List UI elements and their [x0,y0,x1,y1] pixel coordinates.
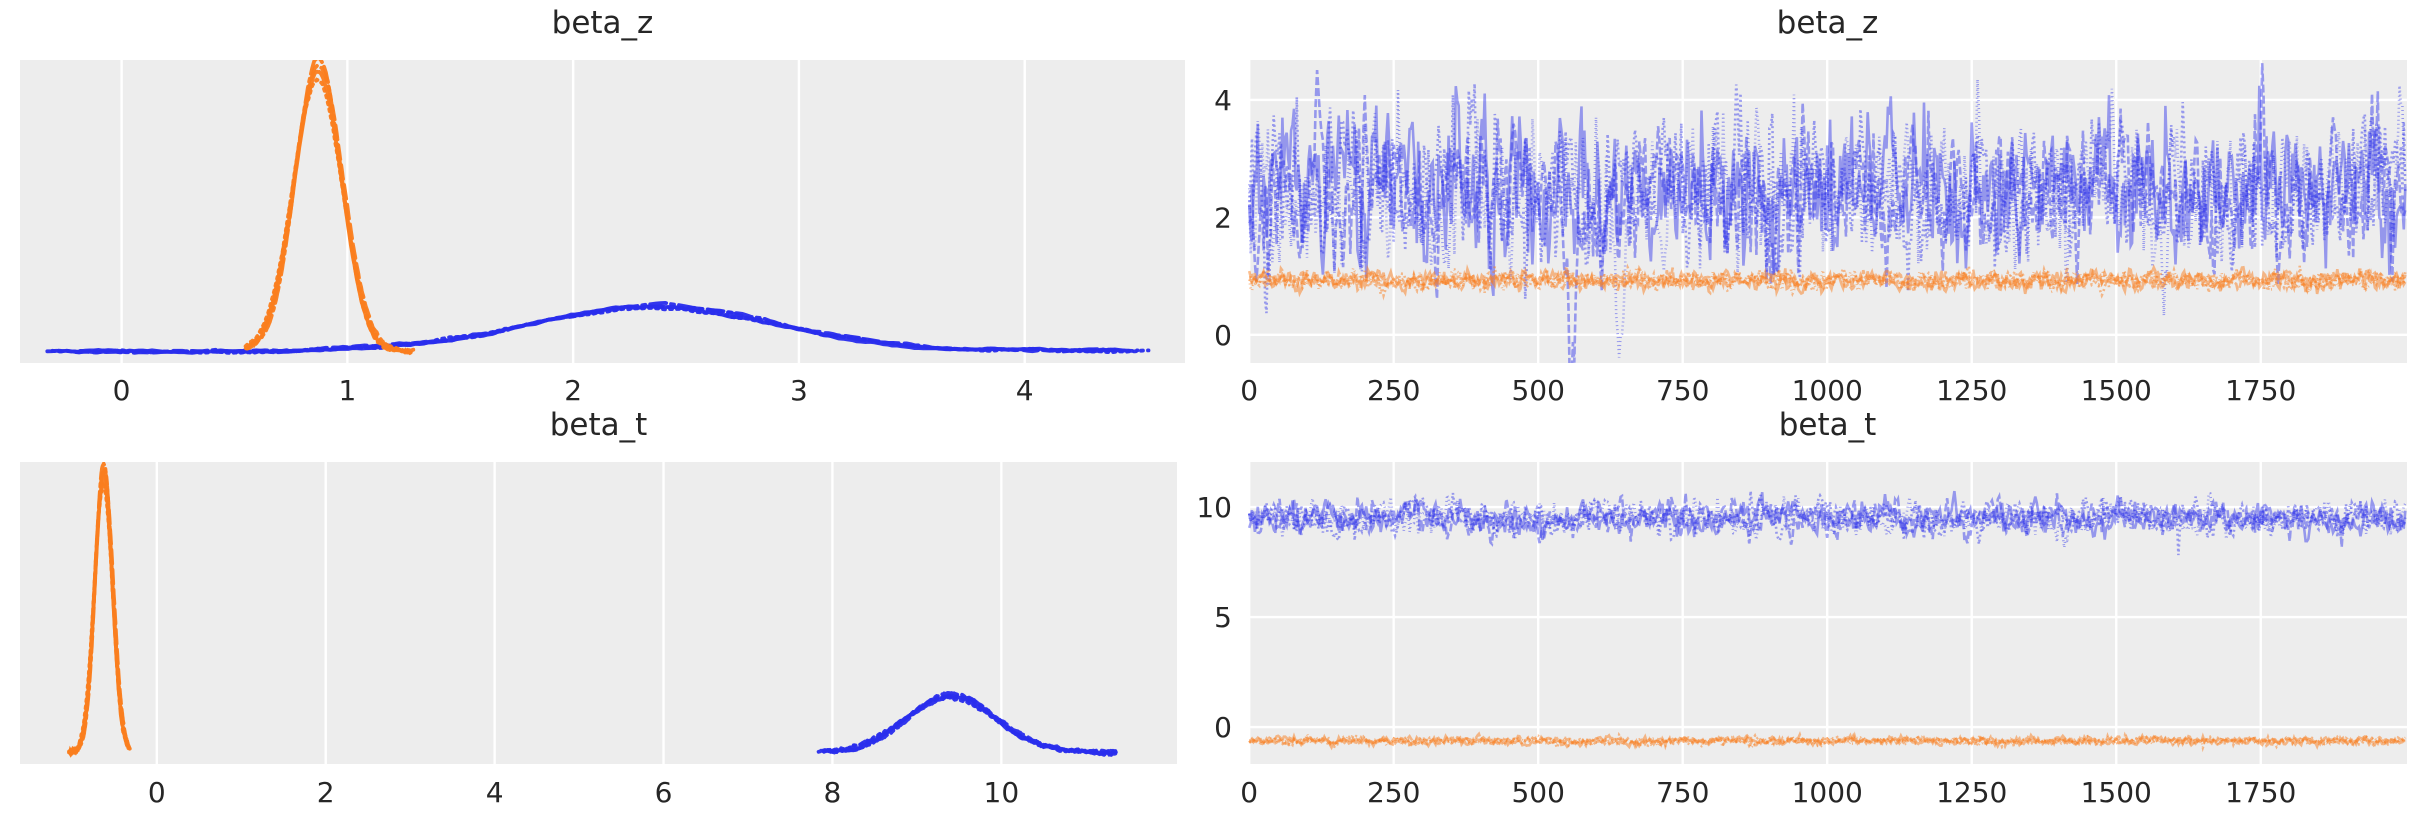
x-tick-label-kde-beta_t: 10 [984,776,1020,809]
x-tick-label-trace-beta_z: 1750 [2225,374,2296,407]
x-tick-label-trace-beta_t: 1750 [2225,776,2296,809]
x-tick-label-trace-beta_t: 1250 [1936,776,2007,809]
kde-curve-kde-beta_t-chain-3 [67,462,131,758]
trace-line-trace-beta_t-chain-0 [1248,490,2407,543]
y-tick-label-trace-beta_t: 10 [1196,491,1232,524]
panel-background-kde-beta_t [20,462,1177,764]
y-tick-label-trace-beta_z: 4 [1214,84,1232,117]
x-tick-label-trace-beta_t: 500 [1511,776,1564,809]
x-tick-label-kde-beta_t: 8 [824,776,842,809]
x-tick-label-trace-beta_t: 250 [1367,776,1420,809]
trace-line-trace-beta_t-chain-3 [1248,731,2407,753]
x-tick-label-trace-beta_z: 1500 [2081,374,2152,407]
trace-line-trace-beta_z-chain-2 [1248,264,2407,296]
x-tick-label-trace-beta_z: 500 [1511,374,1564,407]
x-tick-label-kde-beta_z: 1 [338,374,356,407]
x-tick-label-trace-beta_z: 750 [1656,374,1709,407]
y-tick-label-trace-beta_z: 2 [1214,201,1232,234]
trace-line-trace-beta_z-chain-0 [1248,85,2407,296]
y-tick-label-trace-beta_t: 5 [1214,601,1232,634]
kde-curve-kde-beta_z-chain-3 [244,60,416,354]
trace-line-trace-beta_z-chain-3 [1248,262,2407,298]
x-tick-label-trace-beta_z: 1250 [1936,374,2007,407]
x-tick-label-kde-beta_t: 2 [317,776,335,809]
x-tick-label-kde-beta_t: 4 [486,776,504,809]
kde-curve-kde-beta_z-chain-2 [243,77,412,355]
trace-line-trace-beta_t-chain-2 [1249,730,2407,750]
trace-line-trace-beta_z-chain-0 [1248,264,2407,298]
kde-curve-kde-beta_z-chain-3 [45,300,1140,355]
x-tick-label-trace-beta_t: 750 [1656,776,1709,809]
panel-title-kde-beta_t: beta_t [549,407,648,443]
kde-curve-kde-beta_t-chain-3 [816,690,1119,757]
trace-line-trace-beta_t-chain-1 [1248,490,2407,556]
x-tick-label-trace-beta_z: 0 [1240,374,1258,407]
x-tick-label-kde-beta_t: 6 [655,776,673,809]
x-tick-label-kde-beta_z: 4 [1016,374,1034,407]
x-tick-label-kde-beta_z: 2 [564,374,582,407]
x-tick-label-kde-beta_z: 0 [113,374,131,407]
y-tick-label-trace-beta_z: 0 [1214,319,1232,352]
panel-title-kde-beta_z: beta_z [551,5,654,41]
x-tick-label-trace-beta_t: 1000 [1792,776,1863,809]
trace-line-trace-beta_t-chain-2 [1248,491,2406,548]
x-tick-label-trace-beta_z: 1000 [1792,374,1863,407]
trace-line-trace-beta_z-chain-1 [1249,262,2407,301]
x-tick-label-trace-beta_z: 250 [1367,374,1420,407]
panel-title-trace-beta_z: beta_z [1776,5,1879,41]
panel-title-trace-beta_t: beta_t [1778,407,1877,443]
x-tick-label-trace-beta_t: 0 [1240,776,1258,809]
x-tick-label-kde-beta_t: 0 [148,776,166,809]
trace-line-trace-beta_t-chain-1 [1248,731,2407,752]
y-tick-label-trace-beta_t: 0 [1214,711,1232,744]
panel-background-kde-beta_z [20,60,1185,363]
trace-line-trace-beta_z-chain-2 [1248,63,2407,363]
x-tick-label-trace-beta_t: 1500 [2081,776,2152,809]
x-tick-label-kde-beta_z: 3 [790,374,808,407]
